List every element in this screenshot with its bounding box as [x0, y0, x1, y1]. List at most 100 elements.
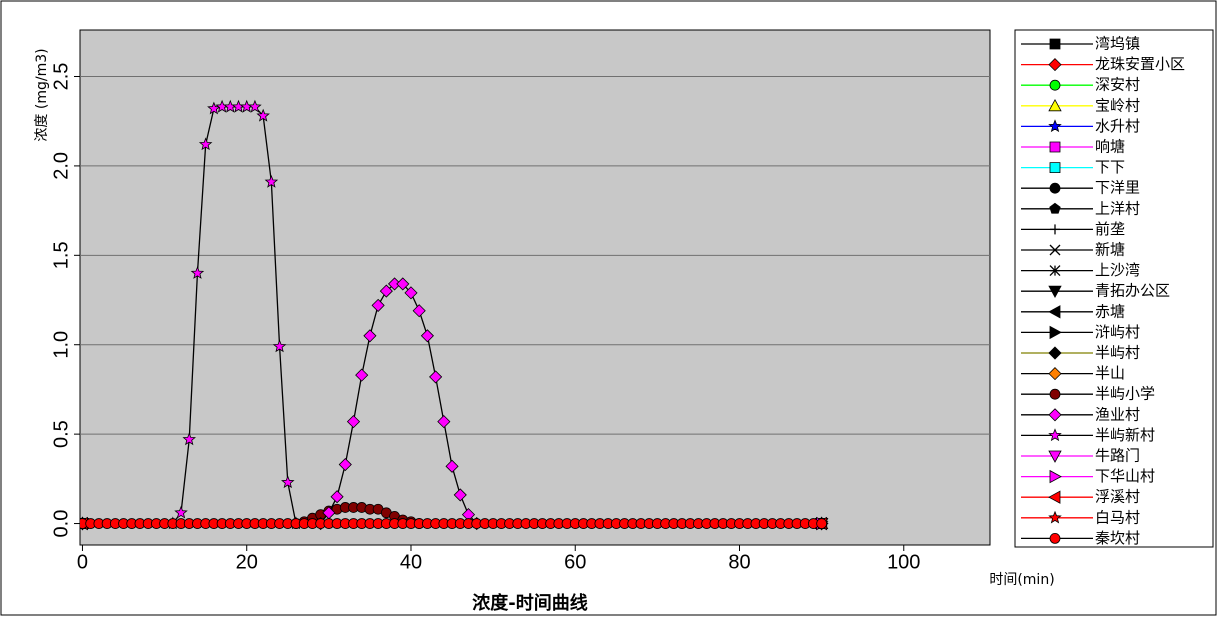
marker: [1049, 141, 1061, 153]
y-tick-label: 1.5: [50, 241, 72, 269]
marker: [1048, 305, 1061, 319]
legend-label: 半屿小学: [1095, 385, 1155, 403]
marker: [396, 277, 410, 291]
legend-label: 湾坞镇: [1095, 35, 1140, 53]
marker: [182, 432, 196, 446]
marker: [1049, 325, 1062, 340]
marker: [248, 99, 262, 113]
x-tick-label: 80: [728, 551, 750, 573]
marker: [1048, 285, 1062, 299]
legend-label: 新塘: [1095, 241, 1125, 259]
legend-entry: 前垄: [1021, 220, 1125, 238]
legend-entry: 上沙湾: [1021, 261, 1140, 279]
legend-entry: 青拓办公区: [1021, 282, 1170, 300]
marker: [330, 490, 344, 504]
legend-label: 上沙湾: [1095, 261, 1140, 279]
x-tick-label: 0: [77, 551, 88, 573]
legend-label: 下华山村: [1095, 467, 1155, 485]
marker: [190, 266, 205, 279]
legend-entry: 渔业村: [1021, 405, 1140, 423]
marker: [1048, 58, 1062, 72]
legend-label: 下下: [1095, 158, 1125, 176]
plot-area: [79, 29, 991, 546]
legend-entry: 湾坞镇: [1021, 35, 1140, 53]
marker: [1048, 98, 1062, 112]
marker: [1049, 388, 1061, 400]
legend-label: 前垄: [1095, 220, 1125, 238]
x-axis-label: 时间(min): [989, 572, 1054, 588]
legend-label: 龙珠安置小区: [1095, 55, 1185, 73]
marker: [437, 415, 451, 429]
legend-label: 赤塘: [1095, 302, 1125, 320]
marker: [1048, 408, 1062, 422]
legend-label: 浮溪村: [1095, 488, 1140, 506]
legend-label: 青拓办公区: [1095, 282, 1170, 300]
legend-entry: 秦坎村: [1021, 529, 1140, 547]
legend-label: 上洋村: [1095, 199, 1140, 217]
marker: [412, 304, 426, 318]
marker: [1048, 428, 1062, 442]
legend-label: 浒屿村: [1095, 323, 1140, 341]
legend-entry: 半屿小学: [1021, 385, 1155, 403]
marker: [1049, 182, 1061, 194]
y-tick-label: 2.5: [50, 63, 72, 91]
series-line: [172, 106, 297, 524]
marker: [1048, 367, 1062, 381]
legend-entry: 下华山村: [1021, 467, 1155, 485]
legend-entry: 深安村: [1021, 76, 1140, 94]
x-tick-label: 20: [236, 551, 258, 573]
legend-label: 秦坎村: [1095, 529, 1140, 547]
marker: [256, 108, 270, 122]
legend-label: 半山: [1095, 364, 1125, 382]
marker-stroke: [1049, 265, 1061, 277]
x-tick-label: 60: [564, 551, 586, 573]
marker: [281, 475, 295, 489]
marker: [1048, 450, 1062, 463]
marker: [174, 505, 188, 519]
legend-entry: 水升村: [1021, 117, 1140, 135]
legend-entry: 半屿村: [1021, 344, 1140, 362]
legend-entry: 半屿新村: [1021, 426, 1155, 444]
marker: [338, 457, 352, 472]
legend-label: 渔业村: [1095, 405, 1140, 423]
legend-entry: 赤塘: [1021, 302, 1125, 320]
marker: [445, 459, 459, 473]
legend-entry: 牛路门: [1021, 447, 1140, 465]
marker: [264, 174, 279, 188]
legend-label: 白马村: [1095, 508, 1140, 526]
marker: [1049, 533, 1061, 544]
legend-label: 响塘: [1095, 138, 1125, 156]
legend-entry: 龙珠安置小区: [1021, 55, 1185, 73]
legend-entry: 浒屿村: [1021, 323, 1140, 341]
marker: [346, 415, 361, 429]
legend-entry: 下洋里: [1021, 179, 1140, 197]
series-layer: [80, 99, 829, 531]
marker: [1049, 469, 1062, 484]
legend-label: 牛路门: [1095, 447, 1140, 465]
marker: [420, 329, 434, 343]
marker: [1049, 162, 1061, 174]
legend-entry: 下下: [1021, 158, 1125, 176]
marker: [816, 518, 828, 529]
legend-entry: 新塘: [1021, 241, 1125, 259]
marker: [404, 286, 418, 300]
marker: [1049, 244, 1061, 256]
marker: [363, 329, 377, 343]
legend-label: 半屿新村: [1095, 426, 1155, 444]
legend-entry: 浮溪村: [1021, 488, 1140, 506]
legend-entry: 响塘: [1021, 138, 1125, 156]
legend-entry: 白马村: [1021, 508, 1140, 526]
legend-label: 水升村: [1095, 117, 1140, 135]
marker: [1048, 510, 1062, 524]
marker-stroke: [1049, 244, 1061, 256]
legend-entry: 上洋村: [1021, 199, 1140, 217]
marker: [272, 339, 287, 353]
y-tick-label: 0.5: [50, 420, 72, 448]
marker: [1048, 346, 1062, 360]
legend-label: 下洋里: [1095, 179, 1140, 197]
marker: [1050, 224, 1060, 235]
marker: [371, 298, 385, 312]
y-axis-label: 浓度 (mg/m3): [34, 48, 50, 141]
marker: [1048, 119, 1062, 133]
